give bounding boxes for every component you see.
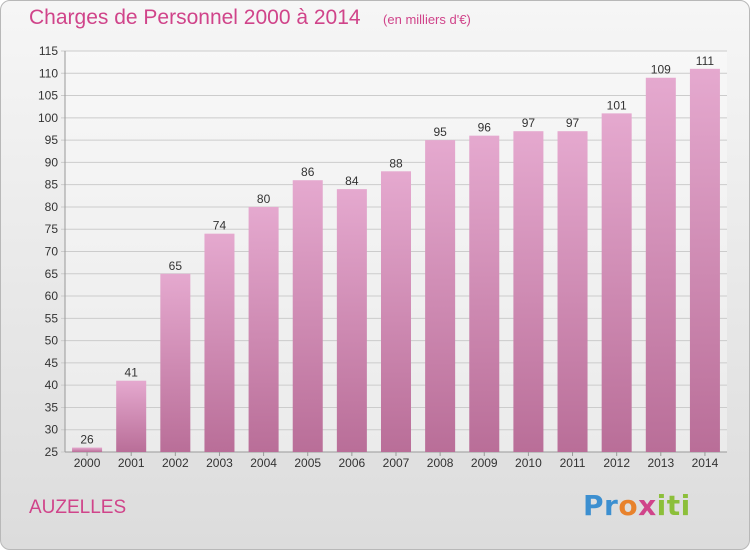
y-tick-label: 50 — [45, 334, 59, 348]
bar — [160, 273, 191, 452]
chart-title: Charges de Personnel 2000 à 2014 — [29, 6, 361, 29]
data-label: 80 — [257, 192, 271, 206]
city-name: AUZELLES — [29, 497, 127, 518]
y-tick-label: 100 — [38, 111, 58, 125]
y-tick-label: 35 — [45, 400, 59, 414]
y-tick-label: 90 — [45, 155, 59, 169]
x-tick-label: 2006 — [339, 456, 366, 470]
data-label: 95 — [433, 125, 447, 139]
y-tick-label: 80 — [45, 200, 59, 214]
data-label: 41 — [125, 366, 139, 380]
y-tick-label: 65 — [45, 267, 59, 281]
bar — [336, 189, 367, 452]
y-tick-label: 115 — [39, 44, 58, 58]
bar — [425, 140, 456, 452]
y-tick-label: 110 — [39, 66, 58, 80]
data-label: 65 — [169, 259, 183, 273]
bar — [292, 180, 323, 452]
y-tick-label: 55 — [45, 311, 59, 325]
x-tick-label: 2014 — [692, 456, 719, 470]
y-tick-label: 60 — [45, 289, 59, 303]
proxiti-logo-icon: Proxiti — [583, 489, 691, 522]
x-tick-label: 2002 — [162, 456, 189, 470]
bar — [469, 135, 500, 452]
x-tick-label: 2004 — [250, 456, 277, 470]
y-tick-label: 105 — [38, 89, 58, 103]
data-label: 109 — [651, 63, 671, 77]
x-tick-label: 2009 — [471, 456, 498, 470]
data-label: 88 — [389, 156, 403, 170]
bar — [645, 77, 676, 452]
data-label: 97 — [522, 116, 536, 130]
data-label: 86 — [301, 165, 315, 179]
x-tick-label: 2005 — [294, 456, 321, 470]
y-tick-label: 45 — [45, 356, 59, 370]
bar — [601, 113, 632, 452]
chart-subtitle: (en milliers d'€) — [383, 12, 471, 27]
y-tick-label: 85 — [45, 178, 59, 192]
x-tick-label: 2012 — [603, 456, 630, 470]
bar — [248, 206, 279, 452]
title-row: Charges de Personnel 2000 à 2014 (en mil… — [29, 6, 471, 30]
bar — [116, 380, 147, 452]
y-tick-label: 40 — [45, 378, 59, 392]
bar — [689, 68, 720, 453]
bar — [557, 131, 588, 452]
data-label: 111 — [696, 54, 715, 68]
y-tick-label: 95 — [45, 133, 59, 147]
y-tick-label: 30 — [45, 423, 59, 437]
x-tick-label: 2003 — [206, 456, 233, 470]
x-tick-label: 2010 — [515, 456, 542, 470]
x-tick-label: 2007 — [383, 456, 410, 470]
data-label: 26 — [80, 433, 94, 447]
x-tick-label: 2000 — [74, 456, 101, 470]
data-label: 97 — [566, 116, 580, 130]
data-label: 96 — [478, 121, 492, 135]
bar — [380, 171, 412, 453]
x-tick-label: 2011 — [560, 456, 586, 470]
bar — [513, 131, 544, 452]
bar — [204, 233, 235, 452]
x-tick-label: 2008 — [427, 456, 454, 470]
data-label: 84 — [345, 174, 359, 188]
y-tick-label: 75 — [45, 222, 59, 236]
y-tick-label: 25 — [45, 445, 59, 459]
x-tick-label: 2001 — [118, 456, 145, 470]
x-tick-label: 2013 — [647, 456, 674, 470]
bar — [72, 447, 103, 452]
data-label: 101 — [607, 98, 627, 112]
y-tick-label: 70 — [45, 245, 59, 259]
data-label: 74 — [213, 219, 227, 233]
